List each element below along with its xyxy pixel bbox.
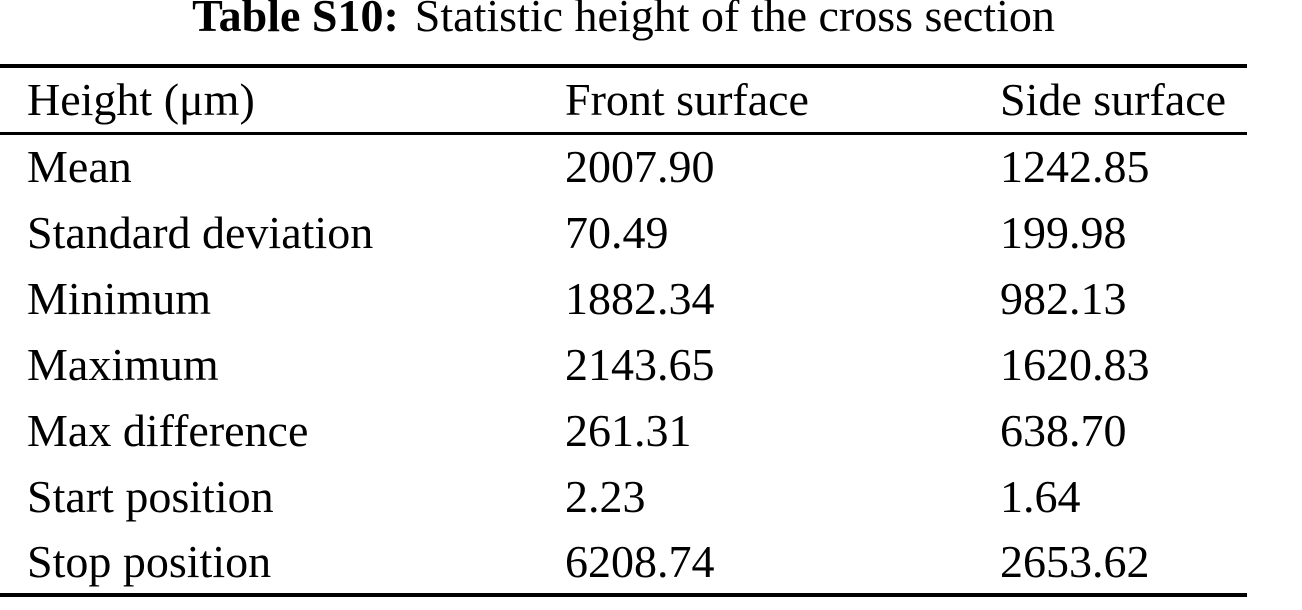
table-row: Start position 2.23 1.64 [0, 463, 1247, 529]
stat-label: Standard deviation [27, 206, 374, 258]
column-header-height: Height (μm) [27, 74, 255, 126]
side-surface-value: 1620.83 [1000, 338, 1150, 390]
table-caption-text: Statistic height of the cross section [414, 0, 1055, 41]
front-surface-value: 6208.74 [565, 535, 715, 587]
side-surface-value: 982.13 [1000, 272, 1127, 324]
front-surface-value: 2007.90 [565, 141, 715, 193]
front-surface-value: 70.49 [565, 206, 669, 258]
side-surface-value: 2653.62 [1000, 535, 1150, 587]
front-surface-value: 2.23 [565, 470, 646, 522]
stat-label: Maximum [27, 338, 219, 390]
table-row: Max difference 261.31 638.70 [0, 397, 1247, 463]
table-caption-label: Table S10: [192, 0, 399, 41]
table-row: Mean 2007.90 1242.85 [0, 133, 1247, 199]
stat-label: Start position [27, 470, 274, 522]
side-surface-value: 1242.85 [1000, 141, 1150, 193]
side-surface-value: 638.70 [1000, 404, 1127, 456]
table-header: Height (μm) Front surface Side surface [0, 66, 1247, 133]
table-row: Minimum 1882.34 982.13 [0, 265, 1247, 331]
front-surface-value: 261.31 [565, 404, 692, 456]
stat-label: Mean [27, 141, 132, 193]
stat-label: Stop position [27, 535, 272, 587]
table-caption: Table S10: Statistic height of the cross … [0, 0, 1247, 41]
column-header-side-surface: Side surface [1000, 74, 1227, 126]
header-row: Height (μm) Front surface Side surface [0, 66, 1247, 133]
front-surface-value: 1882.34 [565, 272, 715, 324]
table-row: Standard deviation 70.49 199.98 [0, 199, 1247, 265]
table-body: Mean 2007.90 1242.85 Standard deviation … [0, 133, 1247, 595]
stat-label: Minimum [27, 272, 212, 324]
statistics-table: Height (μm) Front surface Side surface M… [0, 64, 1247, 597]
column-header-front-surface: Front surface [565, 74, 809, 126]
side-surface-value: 199.98 [1000, 206, 1127, 258]
table-row: Stop position 6208.74 2653.62 [0, 529, 1247, 595]
table-row: Maximum 2143.65 1620.83 [0, 331, 1247, 397]
stat-label: Max difference [27, 404, 309, 456]
front-surface-value: 2143.65 [565, 338, 715, 390]
side-surface-value: 1.64 [1000, 470, 1081, 522]
